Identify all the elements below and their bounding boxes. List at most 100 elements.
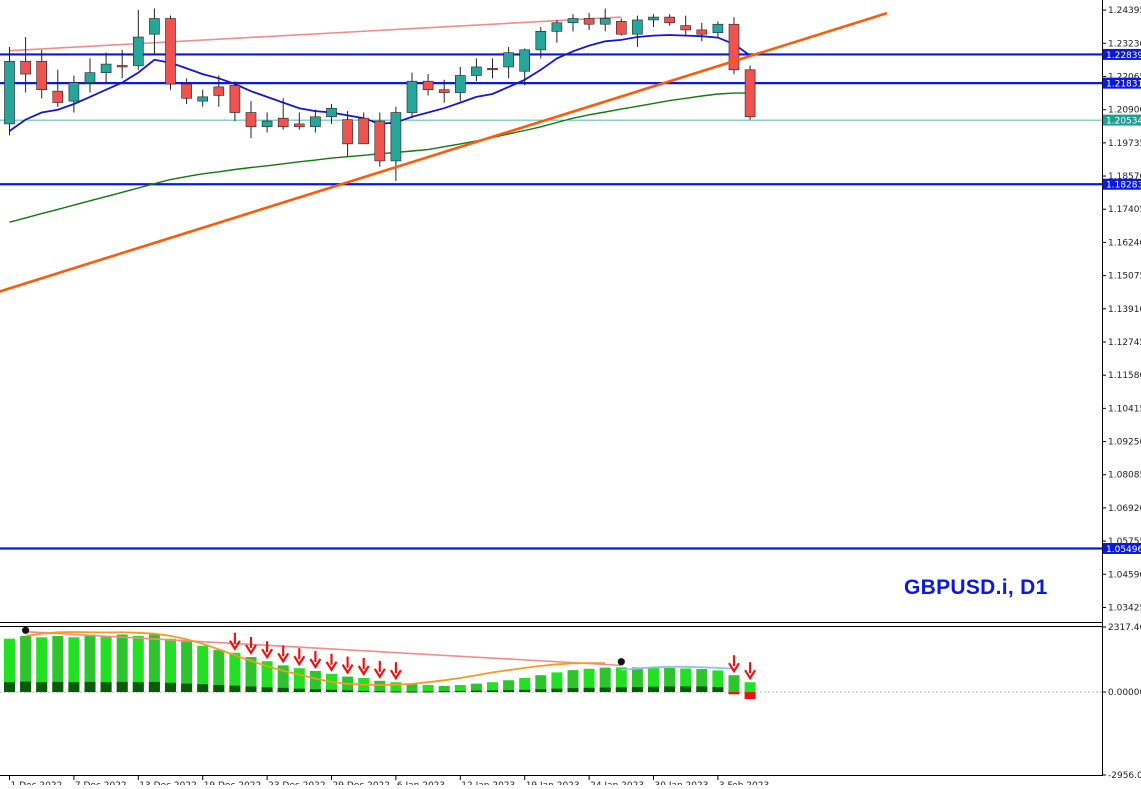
time-tick-label: 23 Dec 2022 (268, 781, 326, 785)
bull-candle-body (712, 23, 724, 34)
histogram-bar (374, 680, 386, 693)
histogram-bar (503, 680, 515, 693)
price-tick-label: 1.16240 (1108, 238, 1141, 248)
level-price-tag (1103, 542, 1141, 554)
sell-arrow-icon (277, 652, 290, 664)
histogram-inner-bar (680, 686, 692, 693)
level-price-tag (1103, 178, 1141, 190)
bear-candle-body (52, 90, 64, 103)
level-price-tag (1103, 77, 1141, 89)
histogram-inner-bar (293, 688, 305, 693)
bear-candle-body (680, 25, 692, 31)
histogram-inner-bar (277, 687, 289, 693)
time-tick-label: 24 Jan 2023 (590, 781, 644, 785)
time-tick-label: 13 Dec 2022 (139, 781, 197, 785)
bear-candle-body (696, 29, 708, 35)
histogram-bar (551, 672, 563, 693)
histogram-inner-bar (116, 681, 128, 693)
histogram-bar (84, 634, 96, 693)
histogram-bar (100, 635, 112, 693)
bull-candle-body (100, 63, 112, 73)
price-tick-label: 1.15075 (1108, 272, 1141, 282)
histogram-bar (132, 635, 144, 693)
price-tick-label: 1.19735 (1108, 139, 1141, 149)
histogram-inner-bar (631, 686, 643, 693)
histogram-inner-bar (342, 690, 354, 693)
support-trendline (0, 11, 888, 293)
price-tick-label: 1.23230 (1108, 39, 1141, 49)
signal-dot-icon (22, 626, 30, 634)
bull-candle-body (551, 22, 563, 32)
bull-candle-body (197, 96, 208, 102)
histogram-inner-bar (20, 681, 32, 693)
histogram-inner-bar (648, 686, 659, 693)
bear-candle-body (728, 23, 740, 71)
signal-blue-line (621, 665, 735, 671)
histogram-bar (4, 638, 15, 693)
candles (4, 8, 756, 181)
histogram-inner-bar (712, 686, 724, 693)
bear-candle-body (116, 65, 128, 68)
histogram-bar (487, 682, 498, 693)
histogram-inner-bar (100, 682, 112, 693)
sell-arrow-icon (245, 644, 257, 656)
level-price-label: 1.05496 (1106, 545, 1141, 555)
bear-candle-body (277, 117, 289, 128)
histogram-bar (599, 667, 611, 693)
bear-candle-body (438, 89, 450, 93)
price-tick-label: 1.04590 (1108, 570, 1141, 580)
sell-arrow-icon (325, 661, 338, 672)
histogram-bar (631, 667, 643, 693)
histogram-bar (293, 668, 305, 693)
sell-arrow-icon (744, 669, 757, 681)
histogram-bar (454, 685, 466, 693)
histogram-inner-bar (438, 691, 450, 693)
histogram-bar (148, 634, 160, 693)
bear-candle-body (20, 60, 31, 75)
level-price-label: 1.21831 (1106, 80, 1141, 90)
histogram-inner-bar (390, 691, 402, 693)
histogram-inner-bar (487, 690, 498, 693)
bear-candle-body (342, 119, 353, 145)
histogram-bar (567, 670, 579, 693)
histogram-bar (197, 645, 209, 693)
price-tick-label: 1.12745 (1108, 338, 1141, 348)
bear-candle-body (213, 86, 225, 96)
histogram-inner-bar (36, 682, 48, 693)
bear-candle-body (293, 123, 305, 128)
histogram-bar (535, 675, 547, 693)
histogram-inner-bar (551, 688, 563, 693)
histogram-bar (165, 638, 176, 693)
histogram-inner-bar (132, 682, 144, 693)
histogram-inner-bar (454, 690, 466, 693)
histogram-inner-bar (326, 689, 337, 693)
sell-arrow-icon (728, 662, 740, 674)
bull-candle-body (149, 18, 160, 35)
bear-candle-body (229, 85, 241, 113)
time-tick-label: 3 Feb 2023 (719, 781, 769, 785)
histogram-inner-bar (535, 689, 547, 693)
histogram-inner-bar (664, 686, 676, 693)
bear-candle-body (181, 83, 192, 99)
bull-candle-body (84, 72, 96, 83)
time-tick-label: 29 Dec 2022 (333, 781, 391, 785)
histogram-inner-bar (358, 690, 370, 693)
symbol-title: GBPUSD.i, D1 (904, 576, 1048, 599)
histogram-inner-bar (229, 685, 241, 693)
histogram-bar (712, 670, 724, 693)
sell-arrow-icon (293, 655, 306, 667)
osc-tick-label: -2956.09 (1108, 771, 1141, 781)
histogram-inner-bar (84, 681, 96, 693)
bear-candle-body (487, 68, 498, 71)
time-tick-label: 30 Jan 2023 (655, 781, 709, 785)
bull-candle-body (648, 16, 659, 21)
histogram-inner-bar (599, 687, 611, 693)
bear-candle-body (583, 18, 595, 25)
histogram-bar (181, 641, 193, 693)
histogram-bar (664, 667, 676, 693)
upper-trendline (9, 16, 622, 52)
histogram-bar (116, 634, 128, 693)
sell-arrow-icon (389, 669, 402, 681)
